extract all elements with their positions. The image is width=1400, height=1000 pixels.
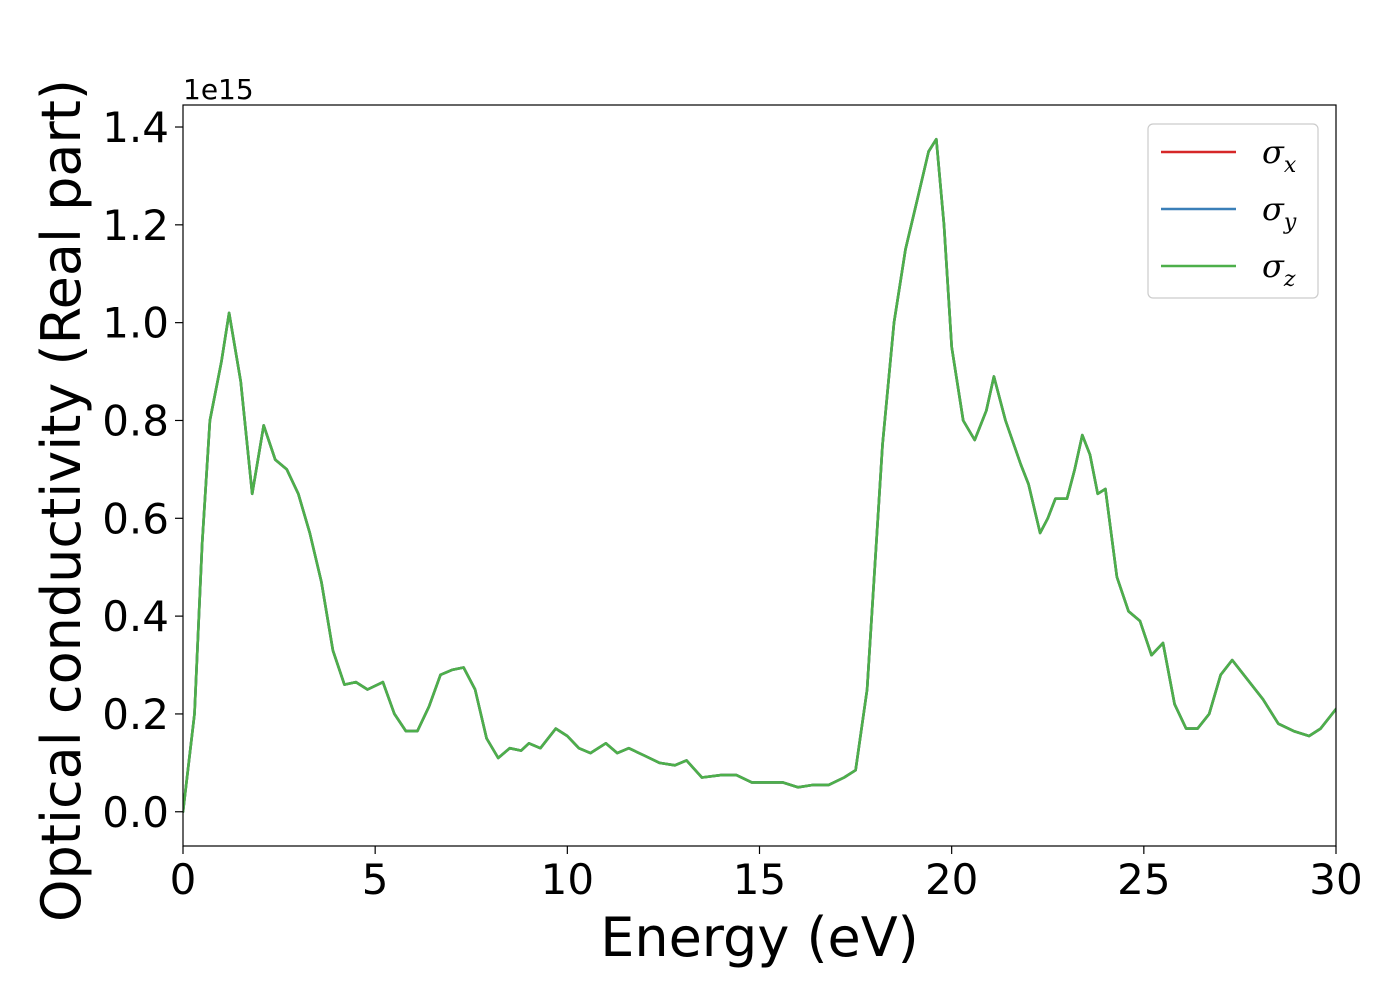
series-line-z	[183, 137, 1336, 814]
legend: σx σy σz	[1147, 123, 1319, 299]
y-tick-label: 0.6	[102, 494, 169, 543]
legend-label: σz	[1262, 247, 1296, 292]
y-offset-label: 1e15	[183, 73, 254, 106]
x-tick-label: 20	[925, 855, 978, 904]
x-axis-label: Energy (eV)	[600, 906, 919, 969]
series-layer	[183, 137, 1336, 814]
x-axis: 0 5 10 15 20 25 30	[170, 846, 1363, 904]
y-tick-label: 0.2	[102, 690, 169, 739]
y-tick-label: 1.4	[102, 103, 169, 152]
legend-item-x: σx	[1161, 133, 1297, 178]
legend-box	[1147, 123, 1319, 299]
legend-item-y: σy	[1161, 190, 1297, 235]
y-axis: 0.0 0.2 0.4 0.6 0.8 1.0 1.2 1.4	[102, 103, 183, 837]
legend-label: σx	[1262, 133, 1297, 178]
legend-item-z: σz	[1161, 247, 1296, 292]
x-tick-label: 0	[170, 855, 197, 904]
x-tick-label: 30	[1309, 855, 1362, 904]
y-tick-label: 1.0	[102, 299, 169, 348]
y-tick-label: 0.4	[102, 592, 169, 641]
y-tick-label: 1.2	[102, 201, 169, 250]
y-tick-label: 0.0	[102, 788, 169, 837]
x-tick-label: 25	[1117, 855, 1170, 904]
y-tick-label: 0.8	[102, 396, 169, 445]
legend-label: σy	[1262, 190, 1297, 235]
x-tick-label: 15	[733, 855, 786, 904]
x-tick-label: 10	[541, 855, 594, 904]
x-tick-label: 5	[362, 855, 389, 904]
y-axis-label: Optical conductivity (Real part)	[30, 79, 93, 922]
